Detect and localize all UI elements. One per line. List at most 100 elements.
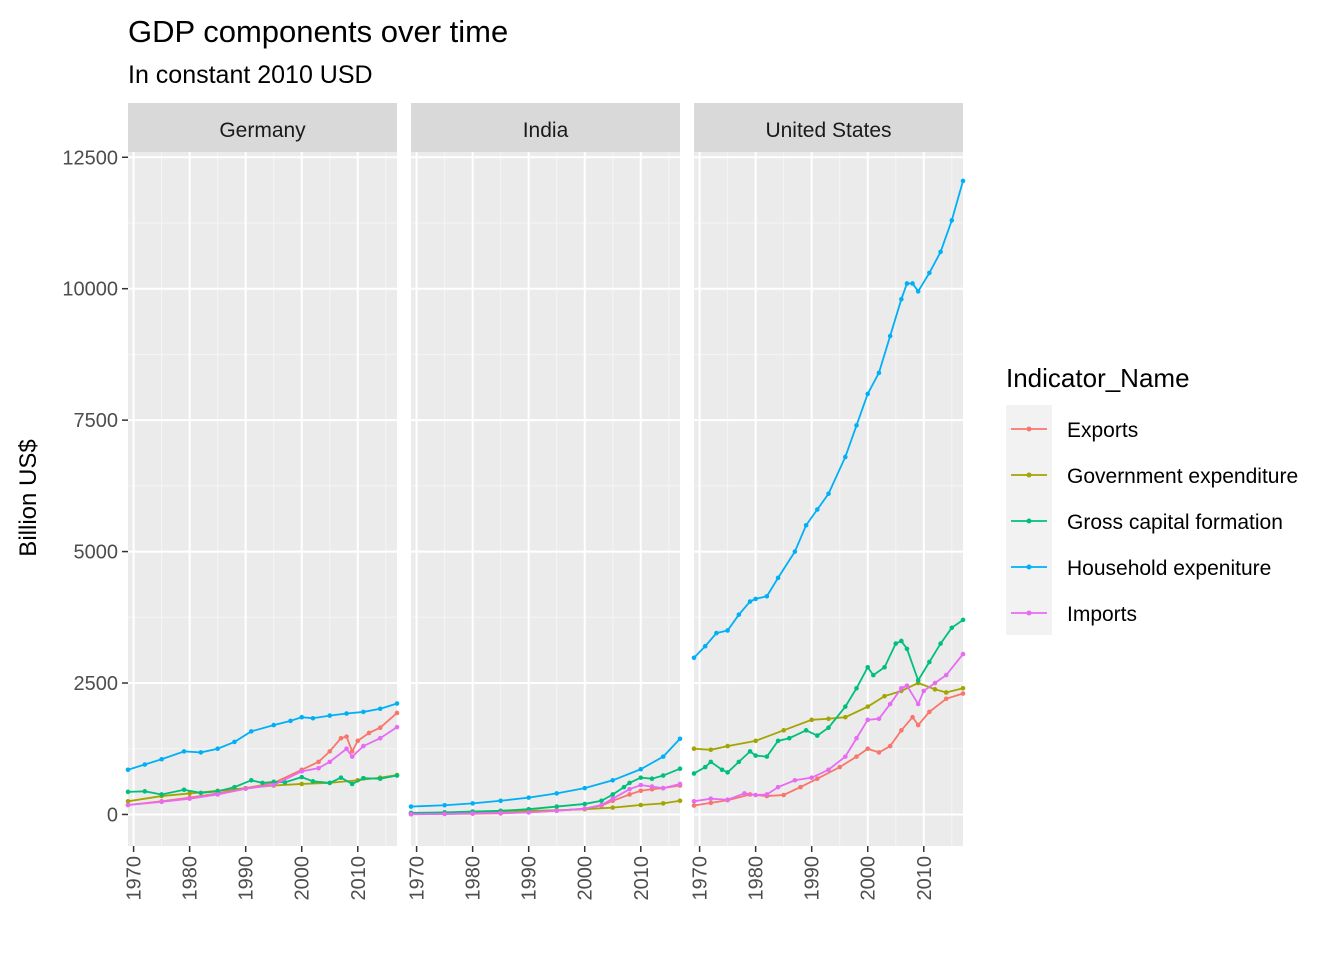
y-tick-label: 10000 — [62, 279, 118, 301]
data-point-germany-imports — [378, 736, 383, 741]
data-point-india-household-expeniture — [610, 778, 615, 783]
data-point-united-states-government-expenditure — [725, 744, 730, 749]
data-point-united-states-gross-capital-formation — [961, 618, 966, 623]
data-point-germany-imports — [271, 783, 276, 788]
data-point-united-states-household-expeniture — [793, 549, 798, 554]
data-point-united-states-government-expenditure — [961, 686, 966, 691]
x-tick-label: 2000 — [292, 856, 314, 901]
data-point-united-states-gross-capital-formation — [787, 736, 792, 741]
data-point-united-states-exports — [944, 696, 949, 701]
data-point-germany-gross-capital-formation — [159, 792, 164, 797]
data-point-united-states-exports — [888, 744, 893, 749]
y-tick-label: 12500 — [62, 147, 118, 169]
data-point-germany-gross-capital-formation — [299, 775, 304, 780]
x-tick-label: 2010 — [631, 856, 653, 901]
data-point-germany-imports — [316, 766, 321, 771]
data-point-united-states-household-expeniture — [888, 334, 893, 339]
data-point-germany-imports — [361, 744, 366, 749]
data-point-india-gross-capital-formation — [627, 781, 632, 786]
data-point-germany-gross-capital-formation — [143, 789, 148, 794]
data-point-india-imports — [638, 783, 643, 788]
facet-panels: Germany 1970 1980 1990 2000 2010 India 1970 1980… — [124, 103, 966, 901]
data-point-germany-imports — [126, 803, 131, 808]
data-point-united-states-government-expenditure — [826, 716, 831, 721]
legend-key-point-exports — [1027, 427, 1032, 432]
data-point-united-states-gross-capital-formation — [905, 647, 910, 652]
data-point-united-states-gross-capital-formation — [893, 641, 898, 646]
data-point-germany-household-expeniture — [327, 713, 332, 718]
panel-background-united-states — [694, 152, 963, 846]
data-point-united-states-gross-capital-formation — [865, 665, 870, 670]
data-point-germany-household-expeniture — [215, 746, 220, 751]
data-point-germany-imports — [344, 746, 349, 751]
data-point-united-states-imports — [916, 702, 921, 707]
data-point-germany-household-expeniture — [288, 719, 293, 724]
data-point-united-states-household-expeniture — [865, 392, 870, 397]
data-point-germany-imports — [299, 769, 304, 774]
data-point-india-gross-capital-formation — [622, 785, 627, 790]
data-point-united-states-household-expeniture — [938, 250, 943, 255]
data-point-germany-gross-capital-formation — [249, 778, 254, 783]
data-point-germany-gross-capital-formation — [199, 791, 204, 796]
data-point-united-states-imports — [793, 778, 798, 783]
data-point-united-states-gross-capital-formation — [826, 725, 831, 730]
data-point-india-imports — [526, 810, 531, 815]
data-point-india-government-expenditure — [678, 798, 683, 803]
data-point-india-imports — [409, 812, 414, 817]
y-axis: 0 2500 5000 7500 10000 12500 — [62, 147, 128, 826]
data-point-united-states-household-expeniture — [703, 644, 708, 649]
x-tick-label: 2010 — [914, 856, 936, 901]
data-point-germany-imports — [215, 792, 220, 797]
facet-strip-label-india: India — [523, 119, 569, 142]
data-point-united-states-gross-capital-formation — [737, 760, 742, 765]
data-point-germany-household-expeniture — [344, 711, 349, 716]
x-tick-label: 1980 — [180, 856, 202, 901]
data-point-germany-exports — [339, 736, 344, 741]
data-point-india-imports — [470, 811, 475, 816]
x-tick-label: 1990 — [519, 856, 541, 901]
data-point-united-states-gross-capital-formation — [804, 728, 809, 733]
data-point-germany-gross-capital-formation — [339, 775, 344, 780]
data-point-germany-gross-capital-formation — [327, 781, 332, 786]
data-point-united-states-household-expeniture — [877, 371, 882, 376]
data-point-united-states-gross-capital-formation — [709, 760, 714, 765]
y-tick-label: 5000 — [74, 542, 119, 564]
data-point-united-states-household-expeniture — [916, 289, 921, 294]
x-tick-label: 2000 — [575, 856, 597, 901]
data-point-germany-exports — [327, 749, 332, 754]
data-point-united-states-gross-capital-formation — [720, 767, 725, 772]
data-point-united-states-gross-capital-formation — [776, 739, 781, 744]
x-tick-label: 1990 — [236, 856, 258, 901]
data-point-india-gross-capital-formation — [599, 798, 604, 803]
data-point-united-states-government-expenditure — [944, 690, 949, 695]
data-point-united-states-gross-capital-formation — [916, 678, 921, 683]
legend-label-government-expenditure: Government expenditure — [1067, 465, 1298, 488]
data-point-united-states-government-expenditure — [843, 715, 848, 720]
data-point-germany-imports — [395, 725, 400, 730]
data-point-india-gross-capital-formation — [678, 766, 683, 771]
data-point-united-states-gross-capital-formation — [692, 771, 697, 776]
data-point-united-states-imports — [944, 673, 949, 678]
data-point-united-states-government-expenditure — [692, 746, 697, 751]
data-point-germany-government-expenditure — [299, 782, 304, 787]
data-point-united-states-imports — [826, 767, 831, 772]
data-point-india-imports — [498, 811, 503, 816]
data-point-germany-household-expeniture — [299, 715, 304, 720]
data-point-united-states-household-expeniture — [949, 218, 954, 223]
data-point-india-gross-capital-formation — [650, 776, 655, 781]
data-point-india-gross-capital-formation — [661, 773, 666, 778]
legend-label-imports: Imports — [1067, 603, 1137, 626]
data-point-india-imports — [661, 786, 666, 791]
data-point-united-states-gross-capital-formation — [854, 686, 859, 691]
data-point-united-states-household-expeniture — [905, 281, 910, 286]
data-point-germany-household-expeniture — [361, 710, 366, 715]
data-point-united-states-gross-capital-formation — [725, 770, 730, 775]
y-tick-label: 0 — [107, 804, 118, 826]
legend-label-gross-capital-formation: Gross capital formation — [1067, 511, 1283, 534]
y-axis-title: Billion US$ — [15, 439, 42, 556]
data-point-united-states-household-expeniture — [826, 491, 831, 496]
data-point-united-states-household-expeniture — [927, 271, 932, 276]
data-point-united-states-gross-capital-formation — [753, 753, 758, 758]
data-point-germany-exports — [395, 711, 400, 716]
x-tick-label: 2000 — [858, 856, 880, 901]
